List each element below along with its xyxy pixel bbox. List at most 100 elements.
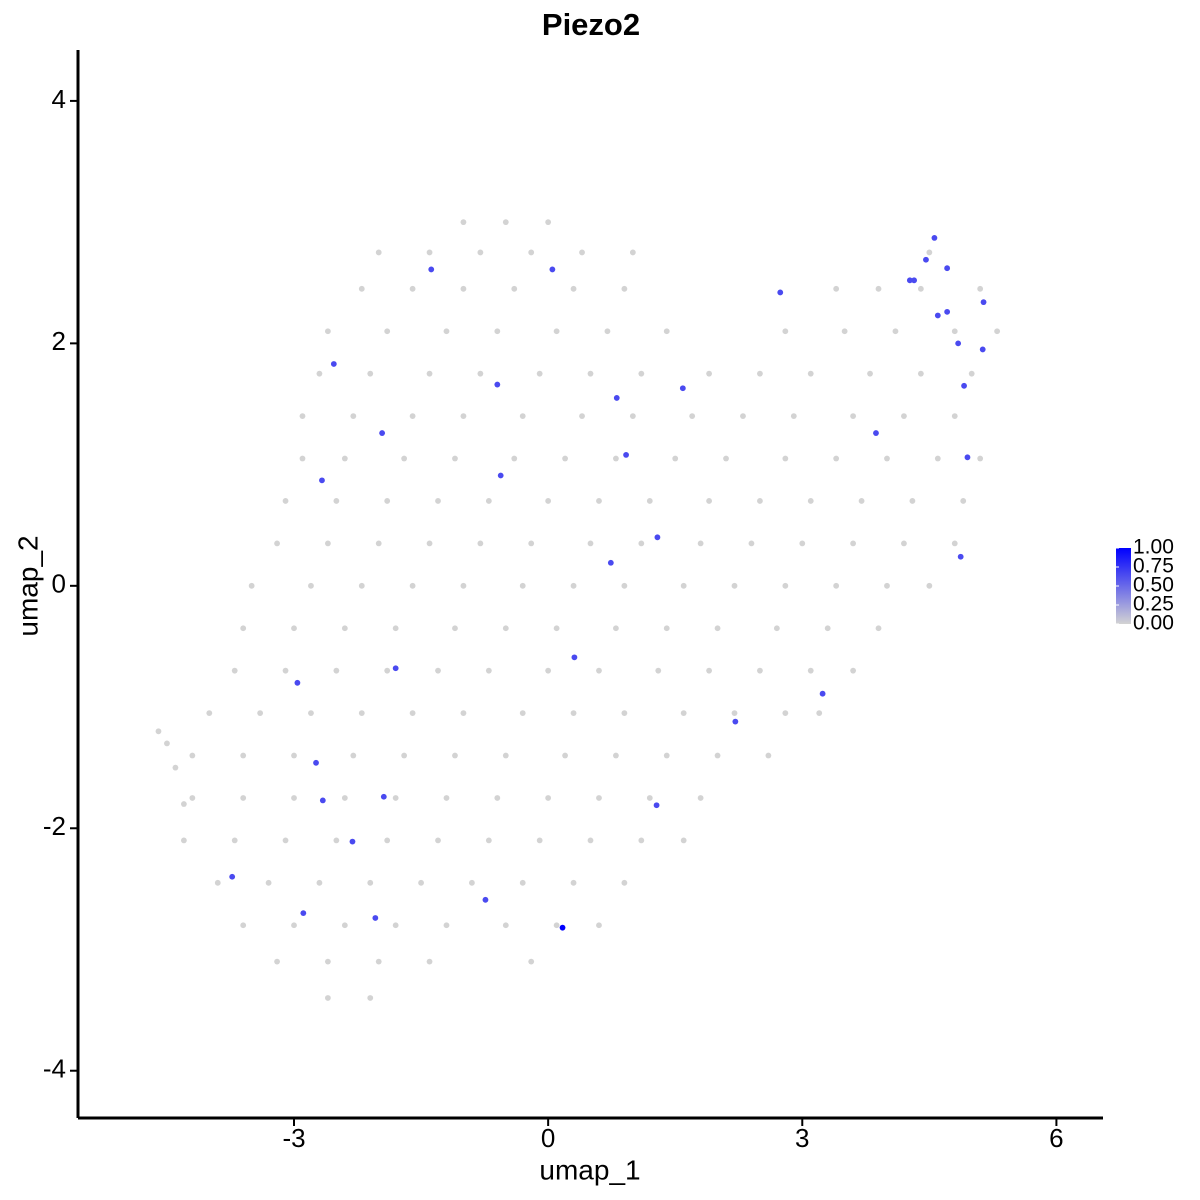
cell-point [748, 540, 755, 547]
cell-point [579, 413, 585, 420]
cell-point [375, 958, 382, 965]
x-tick-label: 6 [1049, 1123, 1063, 1153]
cell-point [833, 582, 840, 589]
cell-point [189, 795, 196, 801]
cell-point [308, 582, 314, 589]
cell-point [291, 922, 297, 929]
cell-point [706, 498, 712, 504]
cell-point [460, 413, 467, 420]
cell-point [502, 752, 509, 759]
cell-point [562, 455, 568, 462]
cell-point [850, 413, 857, 420]
cell-point [570, 285, 577, 292]
cell-point [911, 277, 917, 284]
cell-point [231, 837, 238, 844]
cell-point [672, 455, 679, 462]
cell-point [955, 340, 962, 347]
cell-point [392, 625, 399, 632]
cell-point [358, 582, 365, 589]
cell-point [384, 667, 391, 674]
cell-point [282, 667, 289, 674]
colorbar-label: 0.75 [1133, 555, 1174, 578]
cell-point [782, 328, 789, 335]
x-tick-label: -3 [282, 1123, 305, 1153]
cell-point [282, 837, 289, 844]
cell-point [833, 285, 840, 292]
cell-point [418, 879, 424, 886]
cell-point [485, 837, 492, 844]
cell-point [944, 308, 951, 315]
cell-point [807, 370, 814, 377]
cell-point [380, 793, 387, 800]
cell-point [654, 534, 661, 541]
cell-point [816, 710, 823, 717]
cell-point [409, 413, 416, 420]
cell-point [596, 498, 602, 504]
cell-point [392, 795, 399, 801]
cell-point [206, 710, 213, 717]
cell-point [621, 582, 628, 589]
cell-point [994, 328, 1001, 335]
cell-point [511, 455, 518, 462]
chart-title: Piezo2 [542, 7, 640, 42]
cell-point [497, 472, 504, 479]
cell-point [926, 249, 933, 256]
cell-point [519, 582, 526, 589]
cell-point [485, 498, 492, 504]
cell-point [494, 795, 501, 801]
cell-point [906, 277, 913, 284]
cell-point [559, 924, 566, 931]
cell-point [324, 958, 331, 965]
cell-point [367, 995, 374, 1001]
cell-point [604, 328, 611, 335]
cell-point [528, 958, 535, 965]
cell-point [824, 625, 831, 632]
cell-point [587, 370, 594, 377]
x-axis-title: umap_1 [539, 1154, 640, 1185]
y-tick-label: -4 [43, 1054, 66, 1084]
cell-point [384, 837, 391, 844]
cell-point [299, 455, 306, 462]
cell-point [680, 710, 687, 717]
y-tick-label: 2 [52, 326, 66, 356]
cell-point [482, 896, 489, 903]
cell-point [426, 370, 433, 377]
y-tick-label: -2 [43, 811, 66, 841]
cell-point [494, 328, 501, 335]
cell-point [833, 455, 840, 462]
cell-point [777, 289, 784, 296]
cell-point [629, 413, 636, 420]
cell-point [819, 690, 826, 697]
cell-point [697, 540, 704, 547]
cell-point [706, 370, 712, 377]
cell-point [477, 540, 484, 547]
cell-point [240, 795, 247, 801]
cell-point [477, 370, 484, 377]
cell-point [485, 667, 492, 674]
cell-point [240, 752, 247, 759]
cell-point [435, 837, 441, 844]
cell-point [926, 582, 933, 589]
cell-point [638, 837, 645, 844]
cell-point [782, 582, 789, 589]
cell-point [596, 667, 602, 674]
cell-point [731, 710, 738, 717]
cell-point [646, 498, 653, 504]
cell-point [613, 455, 619, 462]
cell-point [502, 625, 509, 632]
cell-point [384, 498, 391, 504]
cell-point [372, 915, 379, 921]
cell-point [519, 413, 526, 420]
cell-point [740, 413, 746, 420]
cell-point [934, 455, 941, 462]
cell-point [330, 361, 337, 367]
cell-point [623, 451, 629, 458]
cell-point [613, 395, 620, 401]
cell-point [231, 667, 238, 674]
cell-point [294, 679, 301, 686]
cell-point [587, 540, 594, 547]
cell-point [392, 922, 399, 929]
cell-point [528, 540, 535, 547]
cell-point [428, 266, 435, 273]
